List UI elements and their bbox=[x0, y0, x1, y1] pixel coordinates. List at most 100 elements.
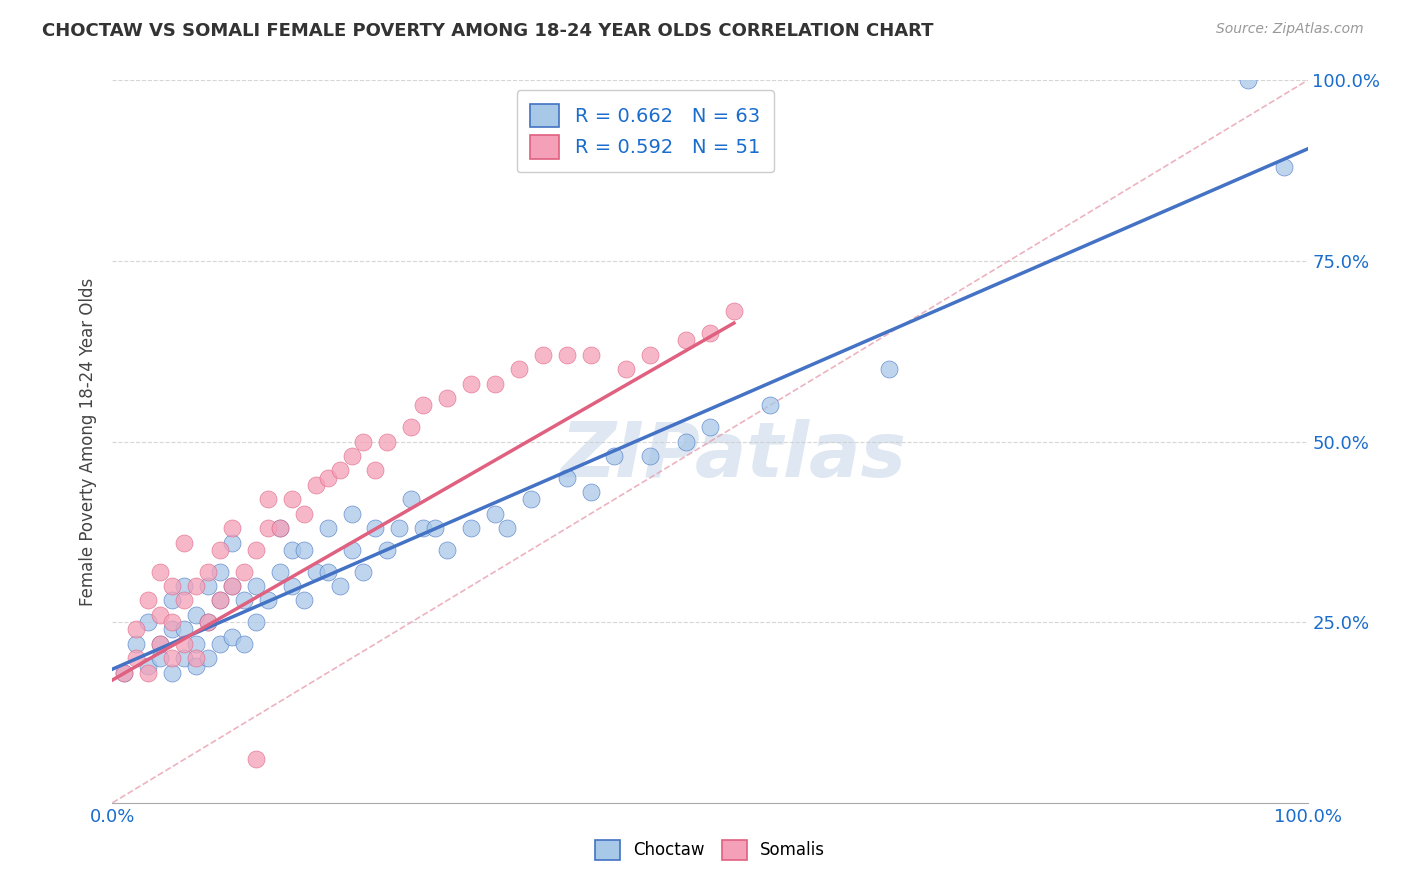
Point bbox=[484, 376, 506, 391]
Point bbox=[162, 579, 183, 593]
Point bbox=[508, 362, 530, 376]
Point bbox=[281, 492, 304, 507]
Point bbox=[149, 637, 172, 651]
Point bbox=[125, 623, 148, 637]
Point bbox=[197, 615, 219, 630]
Point bbox=[221, 521, 243, 535]
Point bbox=[603, 449, 626, 463]
Point bbox=[484, 507, 506, 521]
Point bbox=[162, 623, 183, 637]
Point bbox=[125, 637, 148, 651]
Point bbox=[531, 348, 554, 362]
Point bbox=[162, 651, 183, 665]
Point bbox=[233, 593, 256, 607]
Point bbox=[209, 593, 232, 607]
Text: Source: ZipAtlas.com: Source: ZipAtlas.com bbox=[1216, 22, 1364, 37]
Point bbox=[269, 521, 291, 535]
Point bbox=[138, 593, 160, 607]
Point bbox=[186, 579, 208, 593]
Point bbox=[675, 434, 697, 449]
Point bbox=[352, 434, 374, 449]
Point bbox=[186, 651, 208, 665]
Y-axis label: Female Poverty Among 18-24 Year Olds: Female Poverty Among 18-24 Year Olds bbox=[79, 277, 97, 606]
Point bbox=[114, 665, 135, 680]
Point bbox=[197, 615, 219, 630]
Point bbox=[329, 463, 352, 477]
Point bbox=[412, 398, 434, 412]
Point bbox=[149, 565, 172, 579]
Point bbox=[245, 615, 267, 630]
Point bbox=[197, 651, 219, 665]
Point bbox=[173, 579, 195, 593]
Point bbox=[723, 304, 745, 318]
Point bbox=[401, 492, 423, 507]
Point bbox=[555, 348, 578, 362]
Point bbox=[340, 542, 363, 557]
Point bbox=[197, 565, 219, 579]
Point bbox=[281, 579, 304, 593]
Point bbox=[640, 449, 662, 463]
Point bbox=[221, 579, 243, 593]
Point bbox=[209, 565, 232, 579]
Point bbox=[149, 651, 172, 665]
Point bbox=[292, 542, 315, 557]
Point bbox=[388, 521, 411, 535]
Point bbox=[221, 579, 243, 593]
Point bbox=[352, 565, 374, 579]
Point bbox=[114, 665, 135, 680]
Point bbox=[138, 615, 160, 630]
Point bbox=[162, 665, 183, 680]
Point bbox=[377, 542, 399, 557]
Point bbox=[699, 326, 721, 340]
Point bbox=[759, 398, 782, 412]
Point bbox=[149, 637, 172, 651]
Point bbox=[173, 651, 195, 665]
Point bbox=[209, 637, 232, 651]
Point bbox=[305, 478, 328, 492]
Point bbox=[401, 420, 423, 434]
Point bbox=[162, 615, 183, 630]
Point bbox=[640, 348, 662, 362]
Point bbox=[233, 565, 256, 579]
Point bbox=[460, 376, 482, 391]
Point bbox=[520, 492, 543, 507]
Point bbox=[186, 637, 208, 651]
Point bbox=[281, 542, 304, 557]
Point bbox=[186, 658, 208, 673]
Point bbox=[555, 470, 578, 484]
Point bbox=[675, 334, 697, 348]
Point bbox=[173, 593, 195, 607]
Point bbox=[221, 630, 243, 644]
Point bbox=[425, 521, 447, 535]
Point bbox=[1272, 160, 1295, 174]
Point bbox=[316, 470, 339, 484]
Point bbox=[340, 507, 363, 521]
Point bbox=[436, 542, 458, 557]
Point bbox=[257, 521, 280, 535]
Point bbox=[186, 607, 208, 622]
Point bbox=[329, 579, 352, 593]
Point bbox=[138, 658, 160, 673]
Point bbox=[245, 579, 267, 593]
Text: ZIPatlas: ZIPatlas bbox=[561, 419, 907, 493]
Point bbox=[149, 607, 172, 622]
Point bbox=[316, 521, 339, 535]
Point bbox=[162, 593, 183, 607]
Point bbox=[460, 521, 482, 535]
Point bbox=[138, 665, 160, 680]
Point bbox=[173, 637, 195, 651]
Point bbox=[173, 623, 195, 637]
Point bbox=[173, 535, 195, 549]
Point bbox=[412, 521, 434, 535]
Point bbox=[436, 391, 458, 405]
Point bbox=[377, 434, 399, 449]
Point bbox=[496, 521, 519, 535]
Point bbox=[364, 521, 387, 535]
Point bbox=[257, 492, 280, 507]
Point bbox=[616, 362, 638, 376]
Point bbox=[197, 579, 219, 593]
Point bbox=[245, 752, 267, 766]
Point bbox=[221, 535, 243, 549]
Point bbox=[269, 565, 291, 579]
Point bbox=[209, 593, 232, 607]
